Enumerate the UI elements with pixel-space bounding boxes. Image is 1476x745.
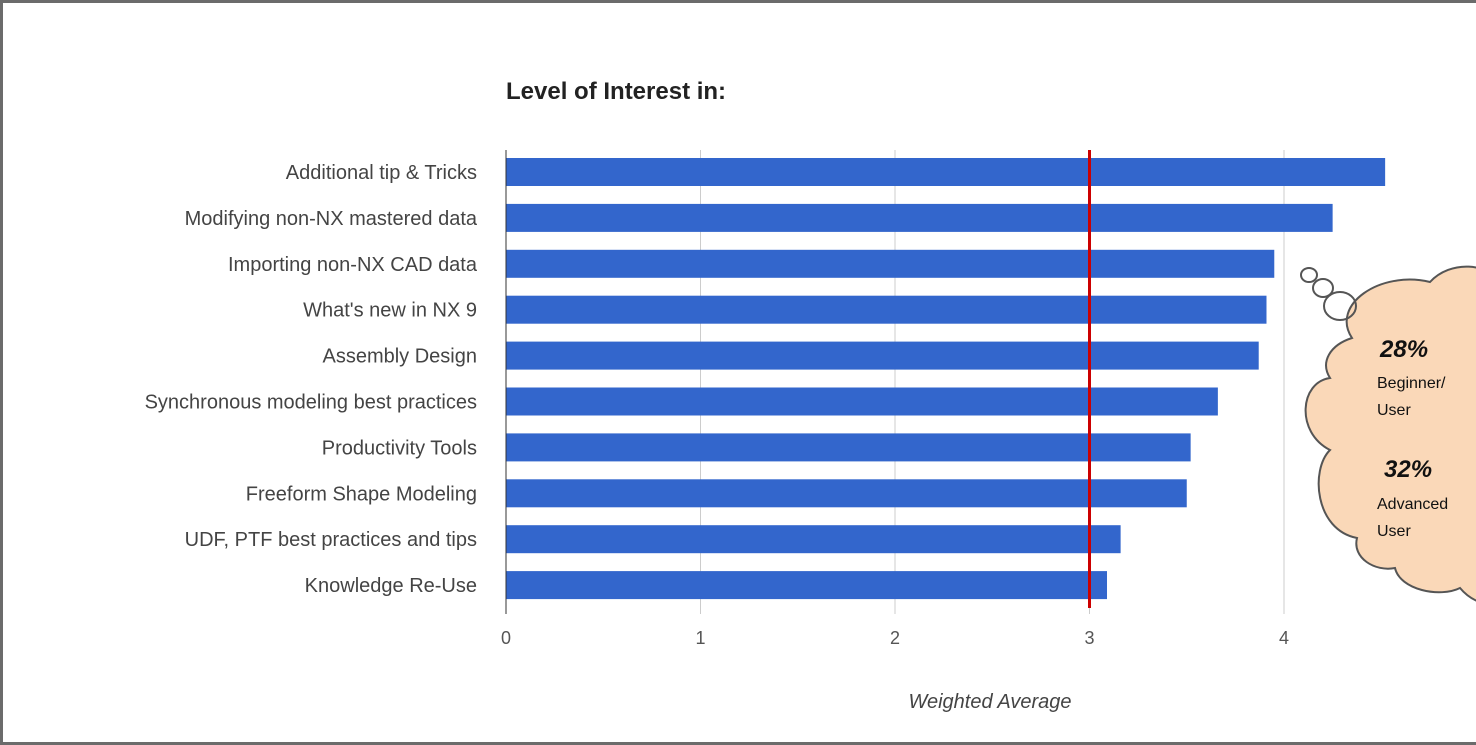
- category-label: UDF, PTF best practices and tips: [185, 529, 477, 551]
- bar: [506, 479, 1187, 508]
- bubble-tail-large: [1323, 291, 1357, 321]
- category-label: Productivity Tools: [322, 437, 477, 459]
- bar: [506, 433, 1191, 462]
- x-tick-label: 3: [1084, 628, 1094, 648]
- category-label: Importing non-NX CAD data: [228, 254, 478, 276]
- bubble-cloud: [1304, 265, 1476, 602]
- bubble-tail-small: [1300, 267, 1318, 283]
- x-axis-title: Weighted Average: [908, 691, 1071, 713]
- callout-percent-beginner: 28%: [1379, 336, 1428, 363]
- callout-label-advanced-line1: Advanced: [1377, 496, 1448, 513]
- callout-label-advanced-line2: User: [1377, 523, 1411, 540]
- bar: [506, 295, 1267, 324]
- category-label: Modifying non-NX mastered data: [185, 208, 478, 230]
- bubble-tail-medium: [1312, 278, 1334, 298]
- bar: [506, 158, 1386, 186]
- bar: [506, 203, 1333, 232]
- category-label: Knowledge Re-Use: [305, 575, 477, 597]
- category-label: Freeform Shape Modeling: [246, 483, 477, 505]
- x-tick-label: 0: [501, 628, 511, 648]
- bar: [506, 571, 1108, 600]
- bar: [506, 249, 1275, 278]
- thought-bubble-callout: 28% Beginner/ User 32% Advanced User: [1300, 265, 1476, 602]
- callout-percent-advanced: 32%: [1384, 456, 1432, 483]
- bar: [506, 387, 1218, 416]
- x-tick-label: 1: [695, 628, 705, 648]
- callout-label-beginner-line1: Beginner/: [1377, 375, 1446, 392]
- bar: [506, 525, 1121, 554]
- x-tick-label: 4: [1279, 628, 1289, 648]
- category-label: Assembly Design: [322, 346, 477, 368]
- bars: [506, 158, 1386, 600]
- chart-title: Level of Interest in:: [506, 78, 727, 105]
- callout-label-beginner-line2: User: [1377, 402, 1411, 419]
- category-label: Synchronous modeling best practices: [145, 392, 477, 414]
- x-tick-label: 2: [890, 628, 900, 648]
- x-tick-labels: 0 1 2 3 4: [501, 628, 1289, 648]
- category-label: What's new in NX 9: [303, 300, 477, 322]
- category-label: Additional tip & Tricks: [286, 162, 477, 184]
- bar: [506, 341, 1259, 370]
- thought-bubble-shape: [1300, 265, 1476, 602]
- category-labels: Additional tip & Tricks Modifying non-NX …: [145, 162, 478, 597]
